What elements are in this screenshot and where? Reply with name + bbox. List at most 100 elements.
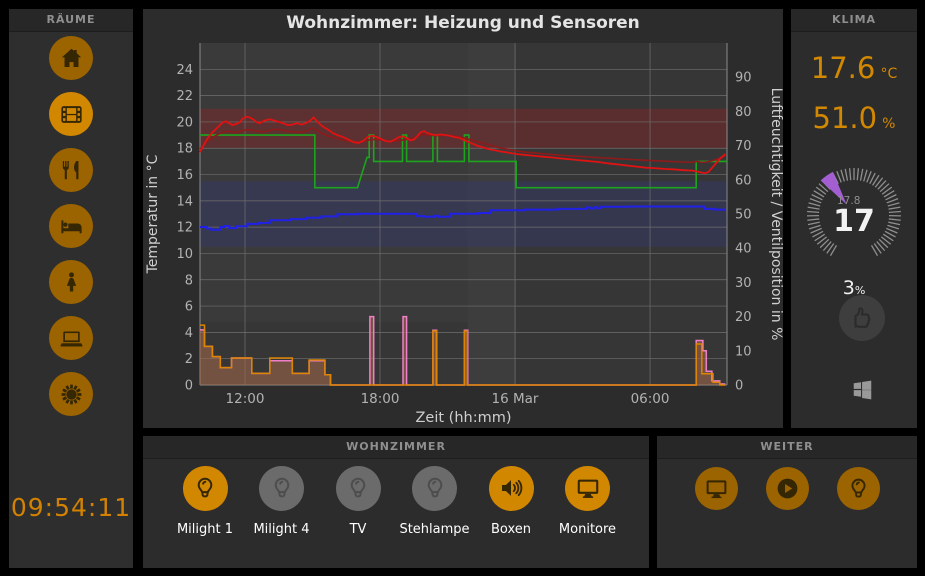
- x-axis-title: Zeit (hh:mm): [415, 410, 511, 426]
- play-button[interactable]: [765, 466, 809, 510]
- svg-text:10: 10: [735, 344, 752, 359]
- bulb-icon: [850, 478, 866, 498]
- device-boxen[interactable]: [488, 465, 534, 511]
- device-monitore[interactable]: [565, 465, 610, 511]
- sidebar-item-room-outdoor[interactable]: [49, 372, 93, 416]
- sun-icon: [61, 384, 81, 404]
- sidebar-item-room-home[interactable]: [49, 36, 93, 80]
- svg-text:4: 4: [185, 326, 193, 341]
- svg-text:6: 6: [185, 300, 193, 315]
- monitor-icon: [577, 479, 598, 498]
- valve-value: 3: [842, 277, 855, 299]
- svg-text:22: 22: [176, 89, 193, 104]
- svg-text:24: 24: [176, 63, 193, 78]
- device-milight-1[interactable]: [182, 465, 228, 511]
- temperature-unit: °C: [880, 66, 898, 82]
- wohnzimmer-title: WOHNZIMMER: [143, 436, 649, 459]
- chart-title: Wohnzimmer: Heizung und Sensoren: [286, 13, 640, 33]
- svg-text:20: 20: [735, 310, 752, 325]
- windows-icon: [853, 380, 871, 399]
- klima-panel: KLIMA 17.6 °C 51.0 % 17.8 17 3%: [791, 9, 917, 428]
- sidebar-item-room-bedroom[interactable]: [49, 204, 93, 248]
- humidity-unit: %: [882, 116, 896, 132]
- klima-title: KLIMA: [791, 9, 917, 32]
- svg-text:14: 14: [176, 194, 193, 209]
- svg-text:70: 70: [735, 139, 752, 154]
- svg-text:16 Mar: 16 Mar: [492, 391, 539, 407]
- device-tv[interactable]: [335, 465, 381, 511]
- svg-text:10: 10: [176, 247, 193, 262]
- svg-text:30: 30: [735, 276, 752, 291]
- rooms-sidebar: RÄUME 09:54:11: [9, 9, 133, 568]
- sidebar-item-room-bath[interactable]: [49, 260, 93, 304]
- device-label: Milight 4: [253, 522, 310, 537]
- svg-text:18:00: 18:00: [361, 391, 400, 407]
- device-label: Stehlampe: [399, 522, 470, 537]
- rooms-sidebar-title: RÄUME: [9, 9, 133, 32]
- series-setpoint_green: [200, 134, 727, 189]
- svg-text:60: 60: [735, 173, 752, 188]
- svg-text:2: 2: [185, 352, 193, 367]
- svg-text:16: 16: [176, 168, 193, 183]
- sidebar-item-room-kitchen[interactable]: [49, 148, 93, 192]
- device-label: Monitore: [558, 522, 617, 537]
- svg-text:80: 80: [735, 105, 752, 120]
- monitor-icon: [706, 479, 726, 498]
- thermostat-gauge[interactable]: 17.8 17: [794, 157, 914, 277]
- svg-text:18: 18: [176, 142, 193, 157]
- temperature-value: 17.6: [810, 51, 876, 85]
- sidebar-item-room-media[interactable]: [49, 92, 93, 136]
- y-axis-left-title: Temperatur in °C: [145, 154, 161, 274]
- device-stehlampe[interactable]: [412, 465, 457, 511]
- svg-text:06:00: 06:00: [631, 391, 670, 407]
- bulb-icon: [197, 477, 213, 498]
- wohnzimmer-panel: WOHNZIMMER Milight 1 Milight 4 TV Stehlampe…: [143, 436, 649, 568]
- laptop-icon: [59, 331, 83, 346]
- svg-text:12:00: 12:00: [226, 391, 265, 407]
- bulb-icon: [427, 477, 442, 498]
- weiter-panel: WEITER: [657, 436, 917, 568]
- svg-text:90: 90: [735, 71, 752, 86]
- device-milight-4[interactable]: [259, 465, 304, 511]
- klima-humidity: 51.0 %: [791, 101, 917, 135]
- svg-text:40: 40: [735, 242, 752, 257]
- klima-temperature: 17.6 °C: [791, 51, 917, 85]
- bulb-icon: [350, 477, 366, 498]
- device-label: TV: [349, 522, 367, 537]
- device-label: Boxen: [490, 522, 531, 537]
- windows-button[interactable]: [842, 369, 882, 409]
- play-icon: [777, 478, 797, 498]
- speaker-icon: [502, 479, 523, 497]
- film-icon: [60, 105, 82, 123]
- bed-icon: [60, 219, 82, 233]
- svg-text:0: 0: [735, 379, 743, 394]
- sidebar-item-room-office[interactable]: [49, 316, 93, 360]
- chart-panel: Wohnzimmer: Heizung und Sensoren 0 2 4 6 8 10…: [143, 9, 783, 428]
- lamp-button[interactable]: [836, 466, 880, 510]
- bulb-icon: [274, 477, 289, 498]
- female-icon: [66, 271, 76, 291]
- device-label: Milight 1: [176, 522, 234, 537]
- svg-text:12: 12: [176, 221, 193, 236]
- gauge-dial: 17.817: [806, 168, 902, 257]
- series-valve_orange: [200, 324, 726, 386]
- valve-position: 3%: [791, 277, 917, 299]
- svg-text:8: 8: [185, 273, 193, 288]
- gauge-needle: [820, 171, 847, 205]
- gauge-setpoint-value: 17: [833, 204, 875, 239]
- gauge-measured-value: 17.8: [837, 195, 860, 207]
- svg-text:20: 20: [176, 115, 193, 130]
- monitor-button[interactable]: [694, 466, 738, 510]
- svg-text:0: 0: [185, 379, 193, 394]
- clock: 09:54:11: [10, 493, 132, 522]
- weiter-title: WEITER: [657, 436, 917, 459]
- svg-text:50: 50: [735, 208, 752, 223]
- series-humidity_blue: [200, 205, 726, 231]
- thumb-up-icon: [853, 306, 870, 328]
- y-axis-right-title: Luftfeuchtigkeit / Ventilposition in %: [768, 88, 783, 341]
- boost-button[interactable]: [839, 295, 885, 341]
- humidity-value: 51.0: [812, 101, 878, 135]
- valve-unit: %: [854, 284, 866, 297]
